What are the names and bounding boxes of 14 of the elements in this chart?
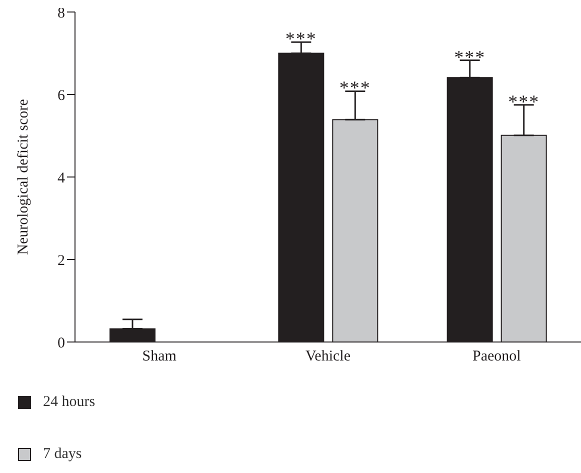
data-label: *** (454, 47, 486, 68)
y-tick-label: 4 (58, 170, 66, 186)
data-label: *** (285, 29, 317, 50)
x-tick-label: Vehicle (306, 348, 351, 365)
data-label: *** (508, 92, 540, 113)
data-label: *** (339, 78, 371, 100)
x-tick-label: Sham (142, 348, 177, 365)
y-tick-label: 2 (58, 252, 65, 269)
x-tick-label: Paeonol (472, 348, 521, 365)
legend-label: 7 days (43, 446, 82, 462)
y-tick-label: 0 (58, 335, 65, 352)
y-axis-title: Neurological deficit score (15, 98, 32, 255)
y-tick-label: 6 (58, 88, 66, 104)
legend-label: 24 hours (43, 394, 96, 410)
